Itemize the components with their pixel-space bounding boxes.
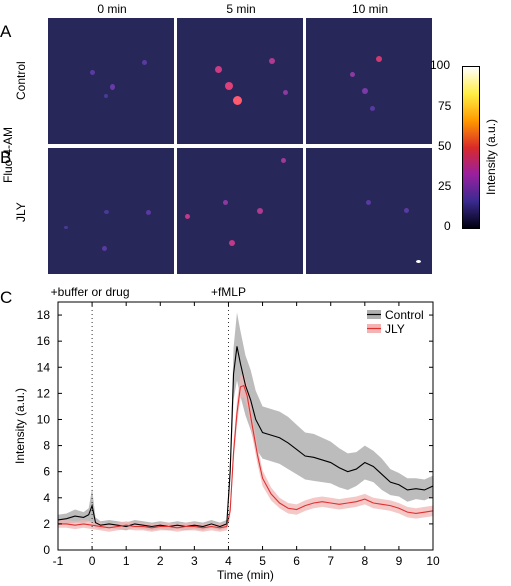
column-label-5min: 5 min	[226, 2, 256, 16]
legend-label-jly: JLY	[385, 322, 405, 336]
cell-spot	[281, 158, 286, 163]
colorbar	[462, 66, 480, 229]
micrograph-jly-5min	[177, 148, 303, 274]
x-tick-label: 9	[396, 554, 403, 568]
y-tick-label: 2	[43, 517, 50, 531]
cell-spot	[376, 56, 382, 62]
y-tick-label: 12	[37, 386, 51, 400]
y-tick-label: 10	[37, 412, 51, 426]
annotation-fmlp: +fMLP	[211, 285, 246, 299]
cell-spot	[350, 72, 355, 77]
cell-spot	[257, 208, 263, 214]
chart-lines	[57, 346, 434, 529]
side-label-fluo4am: Fluo-4-AM	[1, 126, 15, 183]
y-tick-label: 16	[37, 334, 51, 348]
x-tick-label: 1	[123, 554, 130, 568]
column-label-10min: 10 min	[351, 2, 389, 16]
micrograph-control-5min	[177, 18, 303, 144]
colorbar-label: Intensity (a.u.)	[484, 118, 498, 195]
cell-spot	[142, 60, 147, 65]
event-markers	[91, 302, 229, 550]
micrograph-control-0min	[48, 18, 174, 144]
band-control	[58, 312, 433, 531]
cell-spot	[225, 82, 233, 90]
y-axis-label: Intensity (a.u.)	[13, 388, 27, 464]
cell-spot	[102, 246, 107, 251]
y-tick-label: 4	[43, 491, 50, 505]
colorbar-tick-50: 50	[438, 139, 452, 153]
cell-spot	[185, 214, 190, 219]
cell-spot	[215, 66, 222, 73]
cell-spot	[370, 106, 375, 111]
band-jly	[58, 373, 433, 532]
micrograph-control-10min	[306, 18, 432, 144]
colorbar-tick-100: 100	[430, 58, 451, 72]
cell-spot	[90, 70, 95, 75]
colorbar-tick-25: 25	[438, 179, 452, 193]
x-tick-label: 6	[293, 554, 300, 568]
row-label-jly: JLY	[14, 202, 28, 222]
cell-spot	[229, 240, 235, 246]
y-tick-label: 6	[43, 465, 50, 479]
y-tick-label: 14	[37, 360, 51, 374]
scale-bar	[416, 260, 421, 263]
annotation-buffer-or-drug: +buffer or drug	[51, 285, 130, 299]
x-tick-label: 2	[157, 554, 164, 568]
cell-spot	[362, 88, 368, 94]
cell-spot	[223, 200, 228, 205]
x-axis-ticks: -1 0 1 2 3 4 5 6 7 8 9 10	[53, 302, 440, 568]
cell-spot	[64, 226, 68, 229]
cell-spot	[404, 208, 409, 213]
x-tick-label: 0	[89, 554, 96, 568]
x-tick-label: 8	[361, 554, 368, 568]
plot-frame	[57, 301, 434, 551]
x-tick-label: 3	[191, 554, 198, 568]
series-line-control	[57, 346, 434, 528]
y-tick-label: 0	[43, 543, 50, 557]
chart-bands	[58, 312, 433, 532]
cell-spot	[110, 84, 115, 90]
cell-spot	[146, 210, 151, 215]
panel-letter-c: C	[0, 288, 13, 307]
colorbar-tick-75: 75	[438, 99, 452, 113]
legend-label-control: Control	[385, 308, 424, 322]
cell-spot	[104, 94, 108, 98]
y-axis-ticks: 0 2 4 6 8 10 12 14 16 18	[37, 308, 433, 557]
panel-letter-b: B	[0, 148, 12, 167]
cell-spot	[104, 210, 109, 214]
row-label-control: Control	[14, 61, 28, 100]
x-tick-label: -1	[53, 554, 64, 568]
series-line-jly	[58, 384, 434, 529]
x-tick-label: 5	[259, 554, 266, 568]
cell-spot	[283, 90, 288, 95]
y-tick-label: 18	[37, 308, 51, 322]
column-label-0min: 0 min	[97, 2, 127, 16]
cell-spot	[269, 58, 275, 64]
micrograph-jly-10min	[306, 148, 432, 274]
x-tick-label: 4	[225, 554, 232, 568]
micrograph-jly-0min	[48, 148, 174, 274]
panel-letter-a: A	[0, 22, 12, 41]
y-tick-label: 8	[43, 439, 50, 453]
cell-spot	[233, 96, 242, 105]
x-axis-label: Time (min)	[217, 568, 274, 582]
cell-spot	[366, 200, 371, 205]
x-tick-label: 7	[327, 554, 334, 568]
x-tick-label: 10	[426, 554, 440, 568]
colorbar-tick-0: 0	[444, 219, 451, 233]
